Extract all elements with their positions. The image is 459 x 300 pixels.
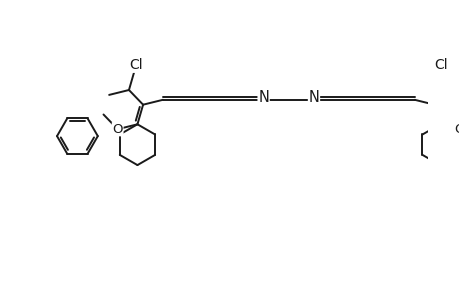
Text: O: O: [453, 123, 459, 136]
Text: N: N: [257, 90, 269, 105]
Text: N: N: [308, 90, 319, 105]
Text: O: O: [112, 123, 123, 136]
Text: Cl: Cl: [129, 58, 143, 72]
Text: Cl: Cl: [434, 58, 448, 72]
